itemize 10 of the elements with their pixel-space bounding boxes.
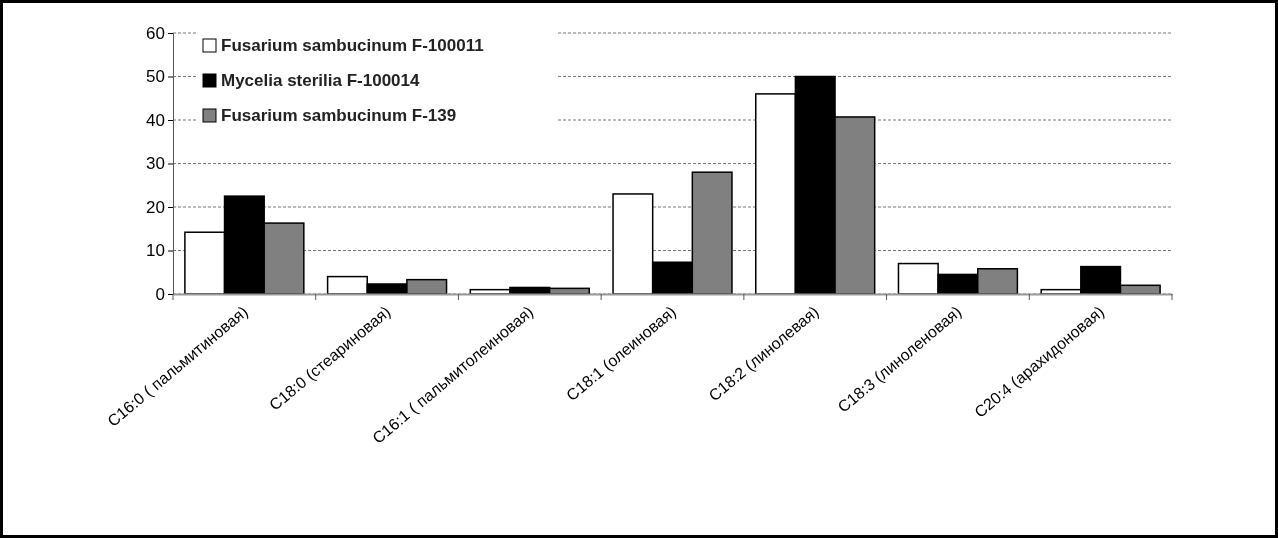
y-tick-label: 10 — [146, 241, 165, 261]
y-tick-label: 30 — [146, 154, 165, 174]
y-tick-label: 0 — [155, 284, 165, 304]
y-tick-label: 60 — [146, 23, 165, 43]
y-tick-label: 50 — [146, 67, 165, 87]
legend-label: Mycelia sterilia F-100014 — [221, 71, 420, 90]
legend-label: Fusarium sambucinum F-139 — [221, 106, 457, 125]
y-tick-label: 20 — [146, 197, 165, 217]
y-tick-label: 40 — [146, 110, 165, 130]
legend-label: Fusarium sambucinum F-100011 — [221, 36, 484, 55]
